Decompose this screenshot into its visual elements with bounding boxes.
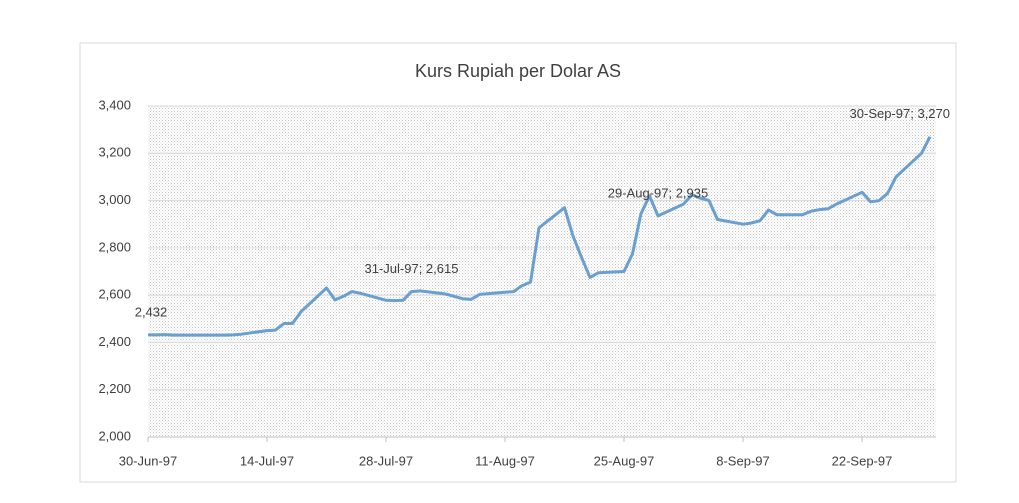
- y-tick-label: 3,200: [98, 145, 131, 160]
- y-tick-label: 2,800: [98, 239, 131, 254]
- y-tick-label: 2,600: [98, 287, 131, 302]
- x-tick-label: 25-Aug-97: [594, 453, 655, 468]
- x-tick-label: 30-Jun-97: [119, 453, 178, 468]
- data-line: [148, 136, 932, 337]
- x-tick-label: 14-Jul-97: [240, 453, 294, 468]
- x-tick-label: 22-Sep-97: [832, 453, 893, 468]
- data-label: 30-Sep-97; 3,270: [850, 106, 950, 121]
- y-tick-label: 2,000: [98, 428, 131, 443]
- y-tick-label: 2,200: [98, 381, 131, 396]
- data-label: 29-Aug-97; 2,935: [608, 185, 708, 200]
- chart-title: Kurs Rupiah per Dolar AS: [415, 61, 621, 81]
- y-tick-label: 3,400: [98, 97, 131, 112]
- x-tick-label: 28-Jul-97: [359, 453, 413, 468]
- y-tick-label: 3,000: [98, 192, 131, 207]
- y-tick-label: 2,400: [98, 334, 131, 349]
- x-tick-label: 11-Aug-97: [475, 453, 535, 468]
- x-tick-label: 8-Sep-97: [716, 453, 769, 468]
- plot-area: [148, 106, 936, 437]
- data-label: 31-Jul-97; 2,615: [365, 261, 459, 276]
- data-label: 2,432: [135, 304, 168, 319]
